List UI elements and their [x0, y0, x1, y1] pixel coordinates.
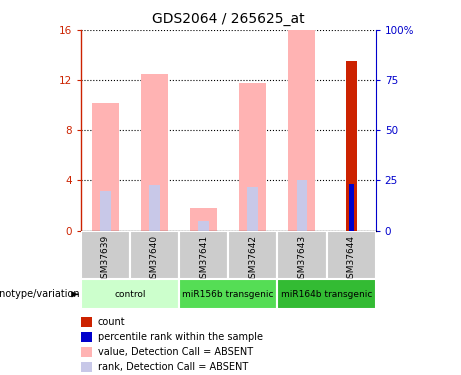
Bar — [179, 231, 228, 279]
Bar — [278, 279, 376, 309]
Bar — [81, 332, 92, 342]
Text: GSM37639: GSM37639 — [101, 234, 110, 284]
Text: control: control — [114, 290, 146, 299]
Bar — [81, 317, 92, 327]
Bar — [346, 62, 356, 231]
Bar — [81, 347, 92, 357]
Text: genotype/variation: genotype/variation — [0, 290, 80, 299]
Text: miR164b transgenic: miR164b transgenic — [281, 290, 372, 299]
Bar — [239, 82, 266, 231]
Bar — [278, 231, 326, 279]
Bar — [81, 279, 179, 309]
Title: GDS2064 / 265625_at: GDS2064 / 265625_at — [152, 12, 305, 26]
Bar — [228, 231, 278, 279]
Text: count: count — [98, 317, 125, 327]
Text: GSM37641: GSM37641 — [199, 234, 208, 284]
Text: GSM37640: GSM37640 — [150, 234, 159, 284]
Bar — [326, 231, 376, 279]
Bar — [190, 208, 217, 231]
Bar — [100, 190, 111, 231]
Text: rank, Detection Call = ABSENT: rank, Detection Call = ABSENT — [98, 362, 248, 372]
Bar — [81, 231, 130, 279]
Bar — [179, 279, 278, 309]
Bar — [130, 231, 179, 279]
Bar — [296, 180, 307, 231]
Text: GSM37644: GSM37644 — [347, 234, 355, 284]
Bar — [92, 103, 119, 231]
Bar — [141, 74, 168, 231]
Bar — [81, 362, 92, 372]
Bar — [149, 186, 160, 231]
Bar — [248, 187, 258, 231]
Text: GSM37642: GSM37642 — [248, 234, 257, 284]
Bar — [198, 220, 209, 231]
Bar — [349, 184, 354, 231]
Text: miR156b transgenic: miR156b transgenic — [183, 290, 274, 299]
Text: percentile rank within the sample: percentile rank within the sample — [98, 332, 263, 342]
Text: value, Detection Call = ABSENT: value, Detection Call = ABSENT — [98, 347, 253, 357]
Text: GSM37643: GSM37643 — [297, 234, 307, 284]
Bar — [289, 30, 315, 231]
